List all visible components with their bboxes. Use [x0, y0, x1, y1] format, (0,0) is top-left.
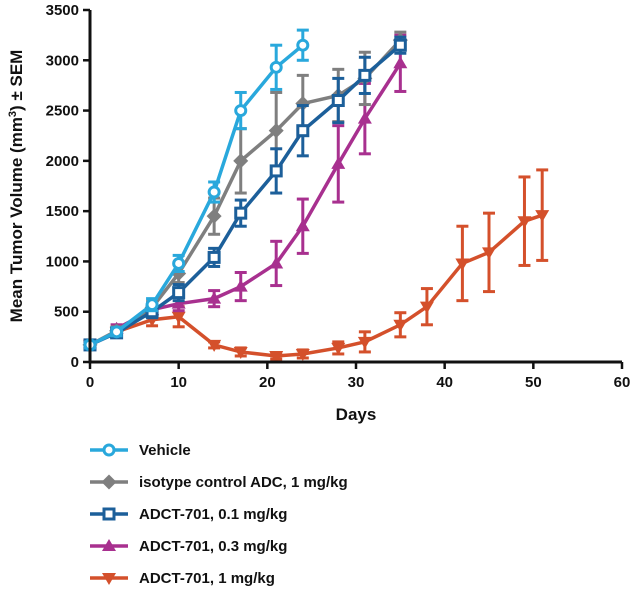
data-point: [172, 286, 186, 300]
data-point: [171, 311, 186, 324]
data-point: [331, 94, 345, 108]
data-point: [331, 156, 346, 169]
legend-marker: [102, 573, 116, 585]
data-point: [295, 219, 310, 232]
legend-item-4: ADCT-701, 1 mg/kg: [90, 570, 275, 587]
data-point: [393, 38, 407, 52]
legend-label: ADCT-701, 0.1 mg/kg: [139, 506, 287, 523]
axes: 0 500 1000 1500 2000 2500 3000 3500 0 10 20 30 40 50 6…: [46, 2, 631, 391]
y-tick-label: 3500: [46, 2, 79, 19]
x-axis-title: Days: [336, 405, 377, 424]
data-point: [171, 296, 186, 309]
data-point: [207, 250, 221, 264]
y-tick-label: 0: [71, 354, 79, 371]
legend-label: Vehicle: [139, 442, 191, 459]
y-axis-title: Mean Tumor Volume (mm3) ± SEM: [7, 50, 26, 323]
legend-item-2: ADCT-701, 0.1 mg/kg: [90, 506, 287, 523]
x-tick-label: 20: [259, 374, 276, 391]
y-tick-label: 3000: [46, 52, 79, 69]
y-axis-title-main: Mean Tumor Volume (mm: [7, 117, 26, 322]
data-point: [145, 298, 159, 312]
y-axis-title-superscript: 3: [7, 111, 19, 117]
x-tick-label: 0: [86, 374, 94, 391]
y-tick-label: 500: [54, 304, 79, 321]
data-point: [295, 348, 310, 361]
legend-item-0: Vehicle: [90, 442, 191, 459]
data-point: [419, 301, 434, 314]
data-point: [357, 336, 372, 349]
y-tick-label: 2000: [46, 153, 79, 170]
data-point: [234, 104, 248, 118]
data-point: [207, 185, 221, 199]
data-point: [233, 279, 248, 292]
data-point: [110, 325, 124, 339]
legend-marker: [102, 539, 116, 551]
data-point: [517, 216, 532, 229]
y-tick-label: 1000: [46, 253, 79, 270]
data-point: [393, 319, 408, 332]
series-line: [89, 213, 543, 358]
legend-label: ADCT-701, 0.3 mg/kg: [139, 538, 287, 555]
legend: Vehicle isotype control ADC, 1 mg/kg ADCT-…: [90, 442, 348, 587]
data-point: [207, 291, 222, 304]
data-point: [207, 339, 222, 352]
data-point: [296, 38, 310, 52]
data-point: [269, 164, 283, 178]
y-axis-title-tail: ) ± SEM: [7, 50, 26, 111]
data-point: [233, 346, 248, 359]
data-point: [269, 256, 284, 269]
legend-label: isotype control ADC, 1 mg/kg: [139, 474, 348, 491]
data-point: [269, 350, 284, 363]
data-point: [393, 56, 408, 69]
data-point: [234, 206, 248, 220]
y-tick-label: 1500: [46, 203, 79, 220]
series-0: [83, 28, 310, 352]
legend-label: ADCT-701, 1 mg/kg: [139, 570, 275, 587]
series-line: [115, 62, 402, 331]
y-tick-label: 2500: [46, 103, 79, 120]
data-point: [296, 124, 310, 138]
legend-marker: [102, 443, 116, 457]
data-point: [331, 342, 346, 355]
x-tick-label: 50: [525, 374, 542, 391]
x-tick-label: 40: [436, 374, 453, 391]
x-tick-label: 30: [348, 374, 365, 391]
series-2: [83, 35, 407, 352]
data-point: [268, 123, 284, 139]
x-tick-label: 10: [170, 374, 187, 391]
data-point: [172, 256, 186, 270]
data-point: [455, 258, 470, 271]
legend-item-3: ADCT-701, 0.3 mg/kg: [90, 538, 287, 555]
data-point: [482, 247, 496, 260]
data-point: [233, 153, 249, 169]
data-point: [206, 208, 222, 224]
series-4: [83, 168, 550, 363]
legend-marker: [102, 507, 116, 521]
data-point: [535, 210, 550, 223]
data-point: [295, 96, 311, 112]
plot-area: [82, 28, 550, 363]
series-line: [89, 43, 304, 347]
data-point: [358, 68, 372, 82]
data-point: [269, 60, 283, 74]
data-point: [357, 111, 372, 124]
legend-marker: [101, 474, 117, 490]
x-tick-label: 60: [614, 374, 631, 391]
legend-item-1: isotype control ADC, 1 mg/kg: [90, 474, 348, 491]
